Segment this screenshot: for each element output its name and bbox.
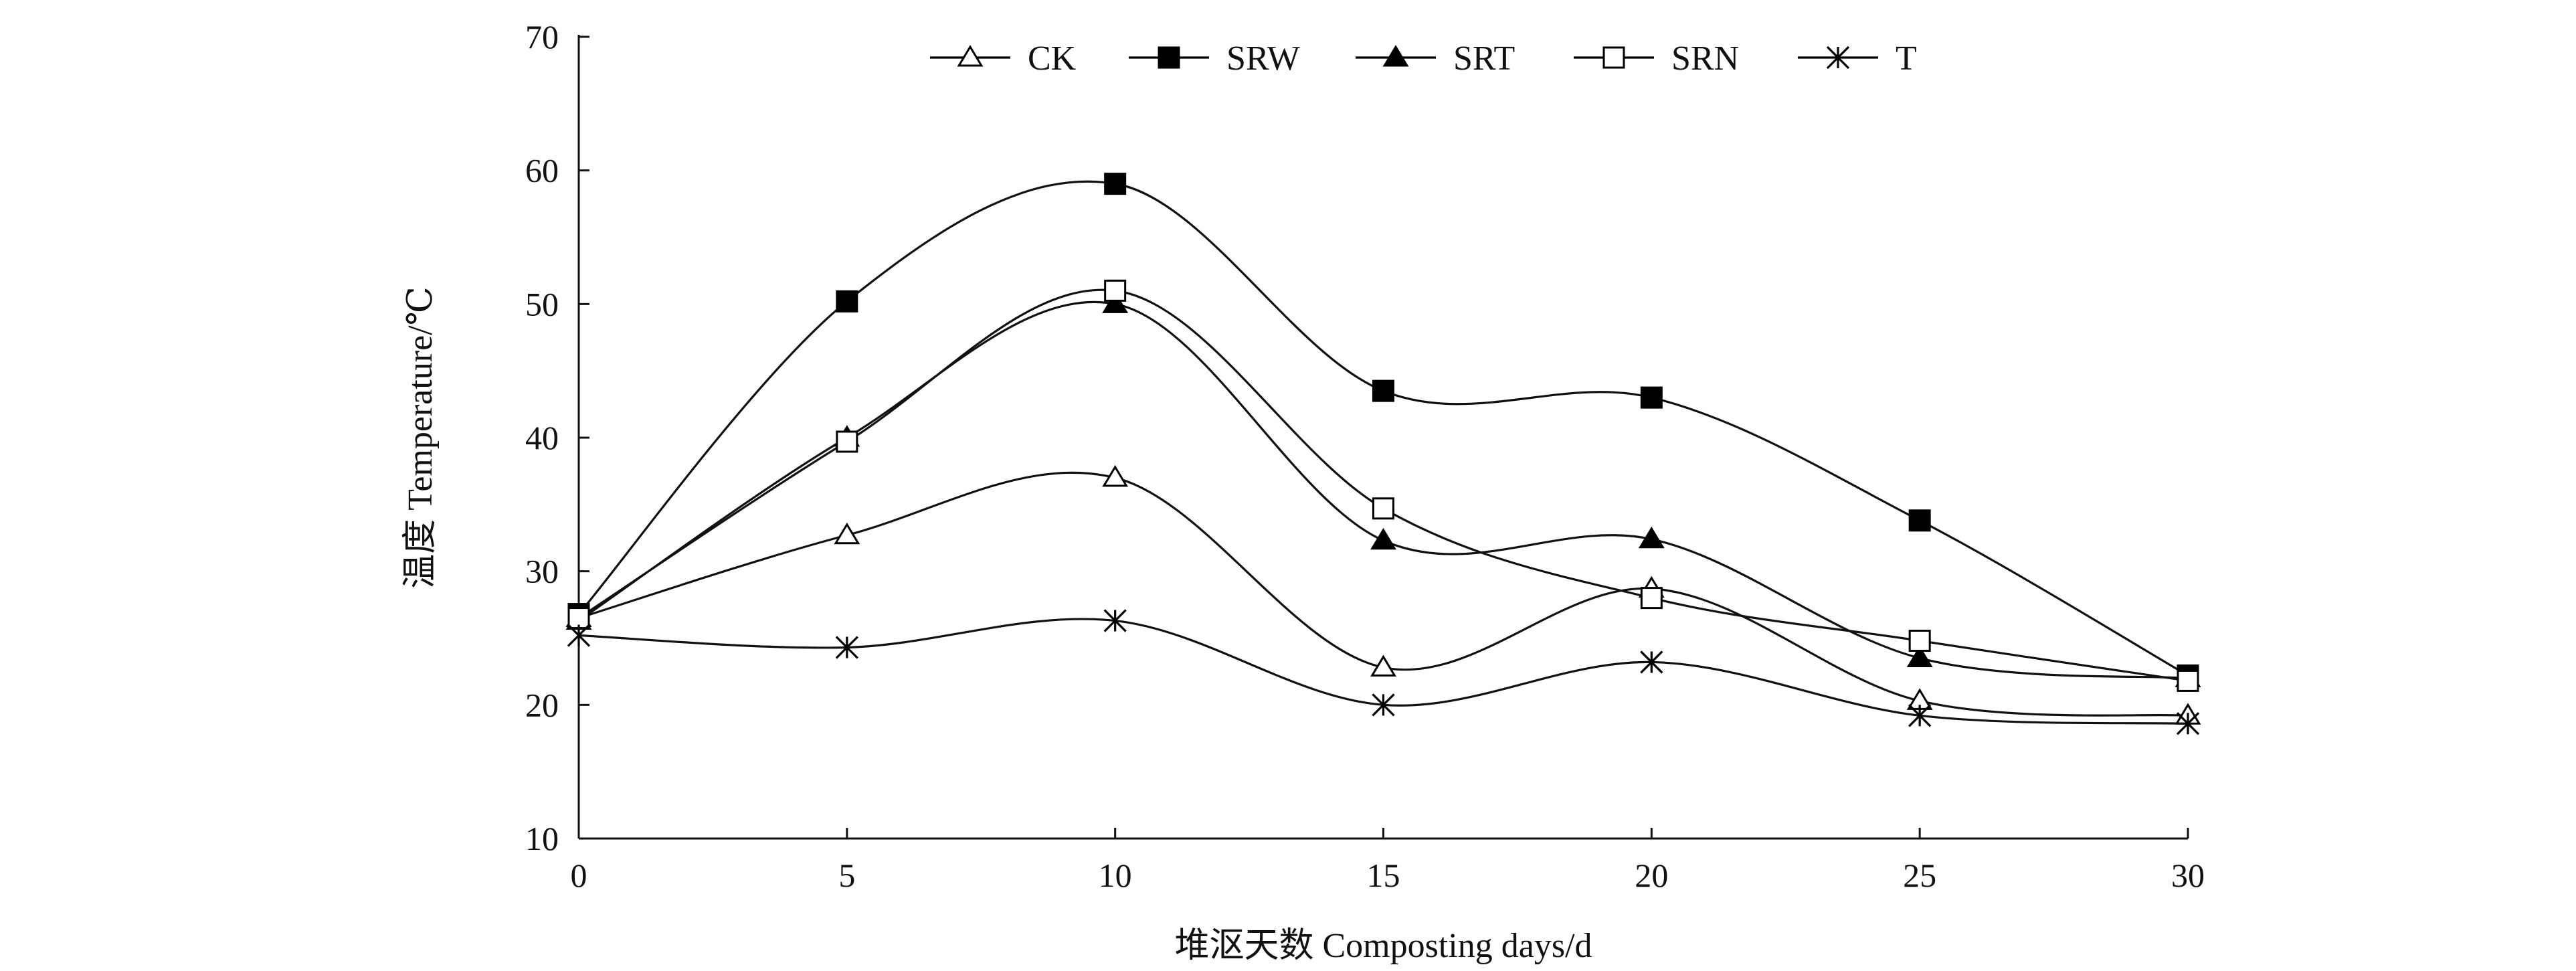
- x-tick-label: 15: [1367, 857, 1400, 894]
- x-tick-label: 30: [2171, 857, 2205, 894]
- data-point-open-triangle: [1370, 654, 1396, 677]
- legend-label: CK: [1028, 39, 1077, 78]
- series-SRN: [567, 279, 2199, 692]
- data-point-open-triangle: [957, 45, 984, 67]
- x-tick-label: 25: [1903, 857, 1936, 894]
- data-point-filled-square: [836, 290, 858, 313]
- data-point-filled-square: [1104, 173, 1127, 195]
- data-point-star: [1908, 704, 1932, 727]
- legend: CK SRW SRT SRN T: [930, 39, 1917, 78]
- x-tick-label: 0: [571, 857, 587, 894]
- y-tick-label: 20: [525, 686, 559, 723]
- data-point-filled-square: [1640, 386, 1663, 409]
- data-point-open-square: [1372, 497, 1394, 520]
- legend-item-T: T: [1798, 39, 1917, 78]
- series-SRW: [567, 173, 2199, 687]
- legend-label: SRW: [1226, 39, 1300, 78]
- series-line-SRN: [578, 288, 2189, 682]
- data-point-open-square: [1640, 587, 1663, 610]
- x-tick-label: 5: [838, 857, 855, 894]
- series-line-SRT: [578, 300, 2189, 679]
- data-point-open-square: [1104, 279, 1127, 302]
- series-line-SRW: [577, 180, 2189, 677]
- data-point-open-square: [836, 430, 858, 453]
- series-SRT: [565, 291, 2201, 687]
- y-tick-label: 50: [525, 285, 559, 323]
- legend-item-SRT: SRT: [1356, 39, 1515, 78]
- x-tick-label: 10: [1099, 857, 1132, 894]
- data-point-open-square: [2177, 669, 2199, 692]
- legend-label: T: [1896, 39, 1917, 78]
- data-point-open-square: [1602, 46, 1625, 69]
- data-point-open-triangle: [834, 522, 860, 545]
- series-layer: [565, 173, 2201, 735]
- axes: 10 20 30 40 50 60 70 0 5 10 15 20 25 30: [525, 18, 2205, 894]
- data-point-filled-triangle: [1102, 291, 1129, 313]
- data-point-filled-triangle: [1370, 527, 1396, 550]
- data-point-star: [1826, 46, 1850, 70]
- legend-label: SRT: [1453, 39, 1515, 78]
- data-point-filled-triangle: [1906, 645, 1933, 667]
- data-point-open-square: [1908, 629, 1931, 652]
- series-T: [567, 609, 2200, 735]
- x-axis-title: 堆沤天数 Composting days/d: [1174, 927, 1592, 965]
- legend-item-CK: CK: [930, 39, 1077, 78]
- data-point-star: [567, 624, 591, 647]
- data-point-star: [1372, 693, 1395, 717]
- data-point-filled-square: [1158, 46, 1180, 69]
- y-tick-label: 70: [525, 18, 559, 56]
- legend-label: SRN: [1671, 39, 1739, 78]
- data-point-filled-triangle: [1382, 45, 1409, 67]
- data-point-open-triangle: [1102, 464, 1129, 487]
- x-tick-label: 20: [1635, 857, 1668, 894]
- data-point-star: [835, 636, 858, 659]
- data-point-star: [2176, 712, 2200, 735]
- y-tick-label: 10: [525, 820, 559, 857]
- y-tick-label: 40: [525, 419, 559, 456]
- y-tick-label: 60: [525, 152, 559, 189]
- data-point-filled-triangle: [1638, 526, 1665, 549]
- data-point-filled-square: [1372, 379, 1394, 402]
- y-axis-title: 温度 Temperature/℃: [401, 286, 440, 589]
- data-point-filled-square: [1908, 509, 1931, 532]
- data-point-star: [1103, 609, 1127, 632]
- data-point-star: [1640, 650, 1663, 674]
- legend-item-SRN: SRN: [1574, 39, 1739, 78]
- legend-item-SRW: SRW: [1129, 39, 1300, 78]
- y-tick-label: 30: [525, 553, 559, 590]
